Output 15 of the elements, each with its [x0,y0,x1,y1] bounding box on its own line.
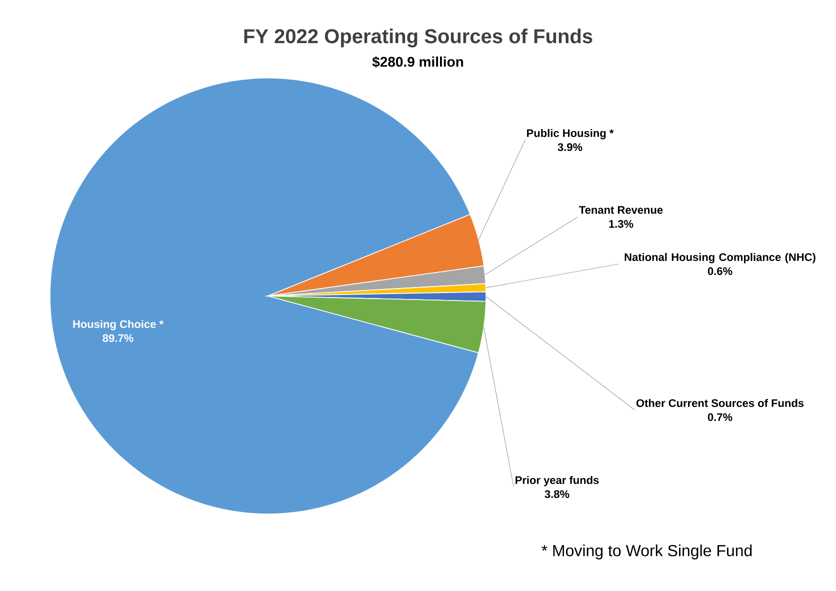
slice-label: Other Current Sources of Funds [636,398,804,408]
data-label: 3.9% [558,143,582,152]
data-label: 0.6% [708,267,732,276]
slice-label: Prior year funds [516,476,599,486]
data-label: 1.3% [609,220,634,228]
slice-label: Housing Choice * [73,320,164,330]
data-label: 3.8% [544,490,570,498]
chart-subtitle: $280.9 million [372,56,464,68]
text: * Moving to Work Single Fund [542,544,752,560]
slice-label: National Housing Compliance (NHC) [624,252,816,264]
data-label: 89.7% [102,334,134,342]
slice-label: Public Housing * [527,128,614,140]
data-label: 0.7% [708,413,732,422]
chart-title: FY 2022 Operating Sources of Funds [244,28,592,48]
slice-label: Tenant Revenue [579,206,663,214]
